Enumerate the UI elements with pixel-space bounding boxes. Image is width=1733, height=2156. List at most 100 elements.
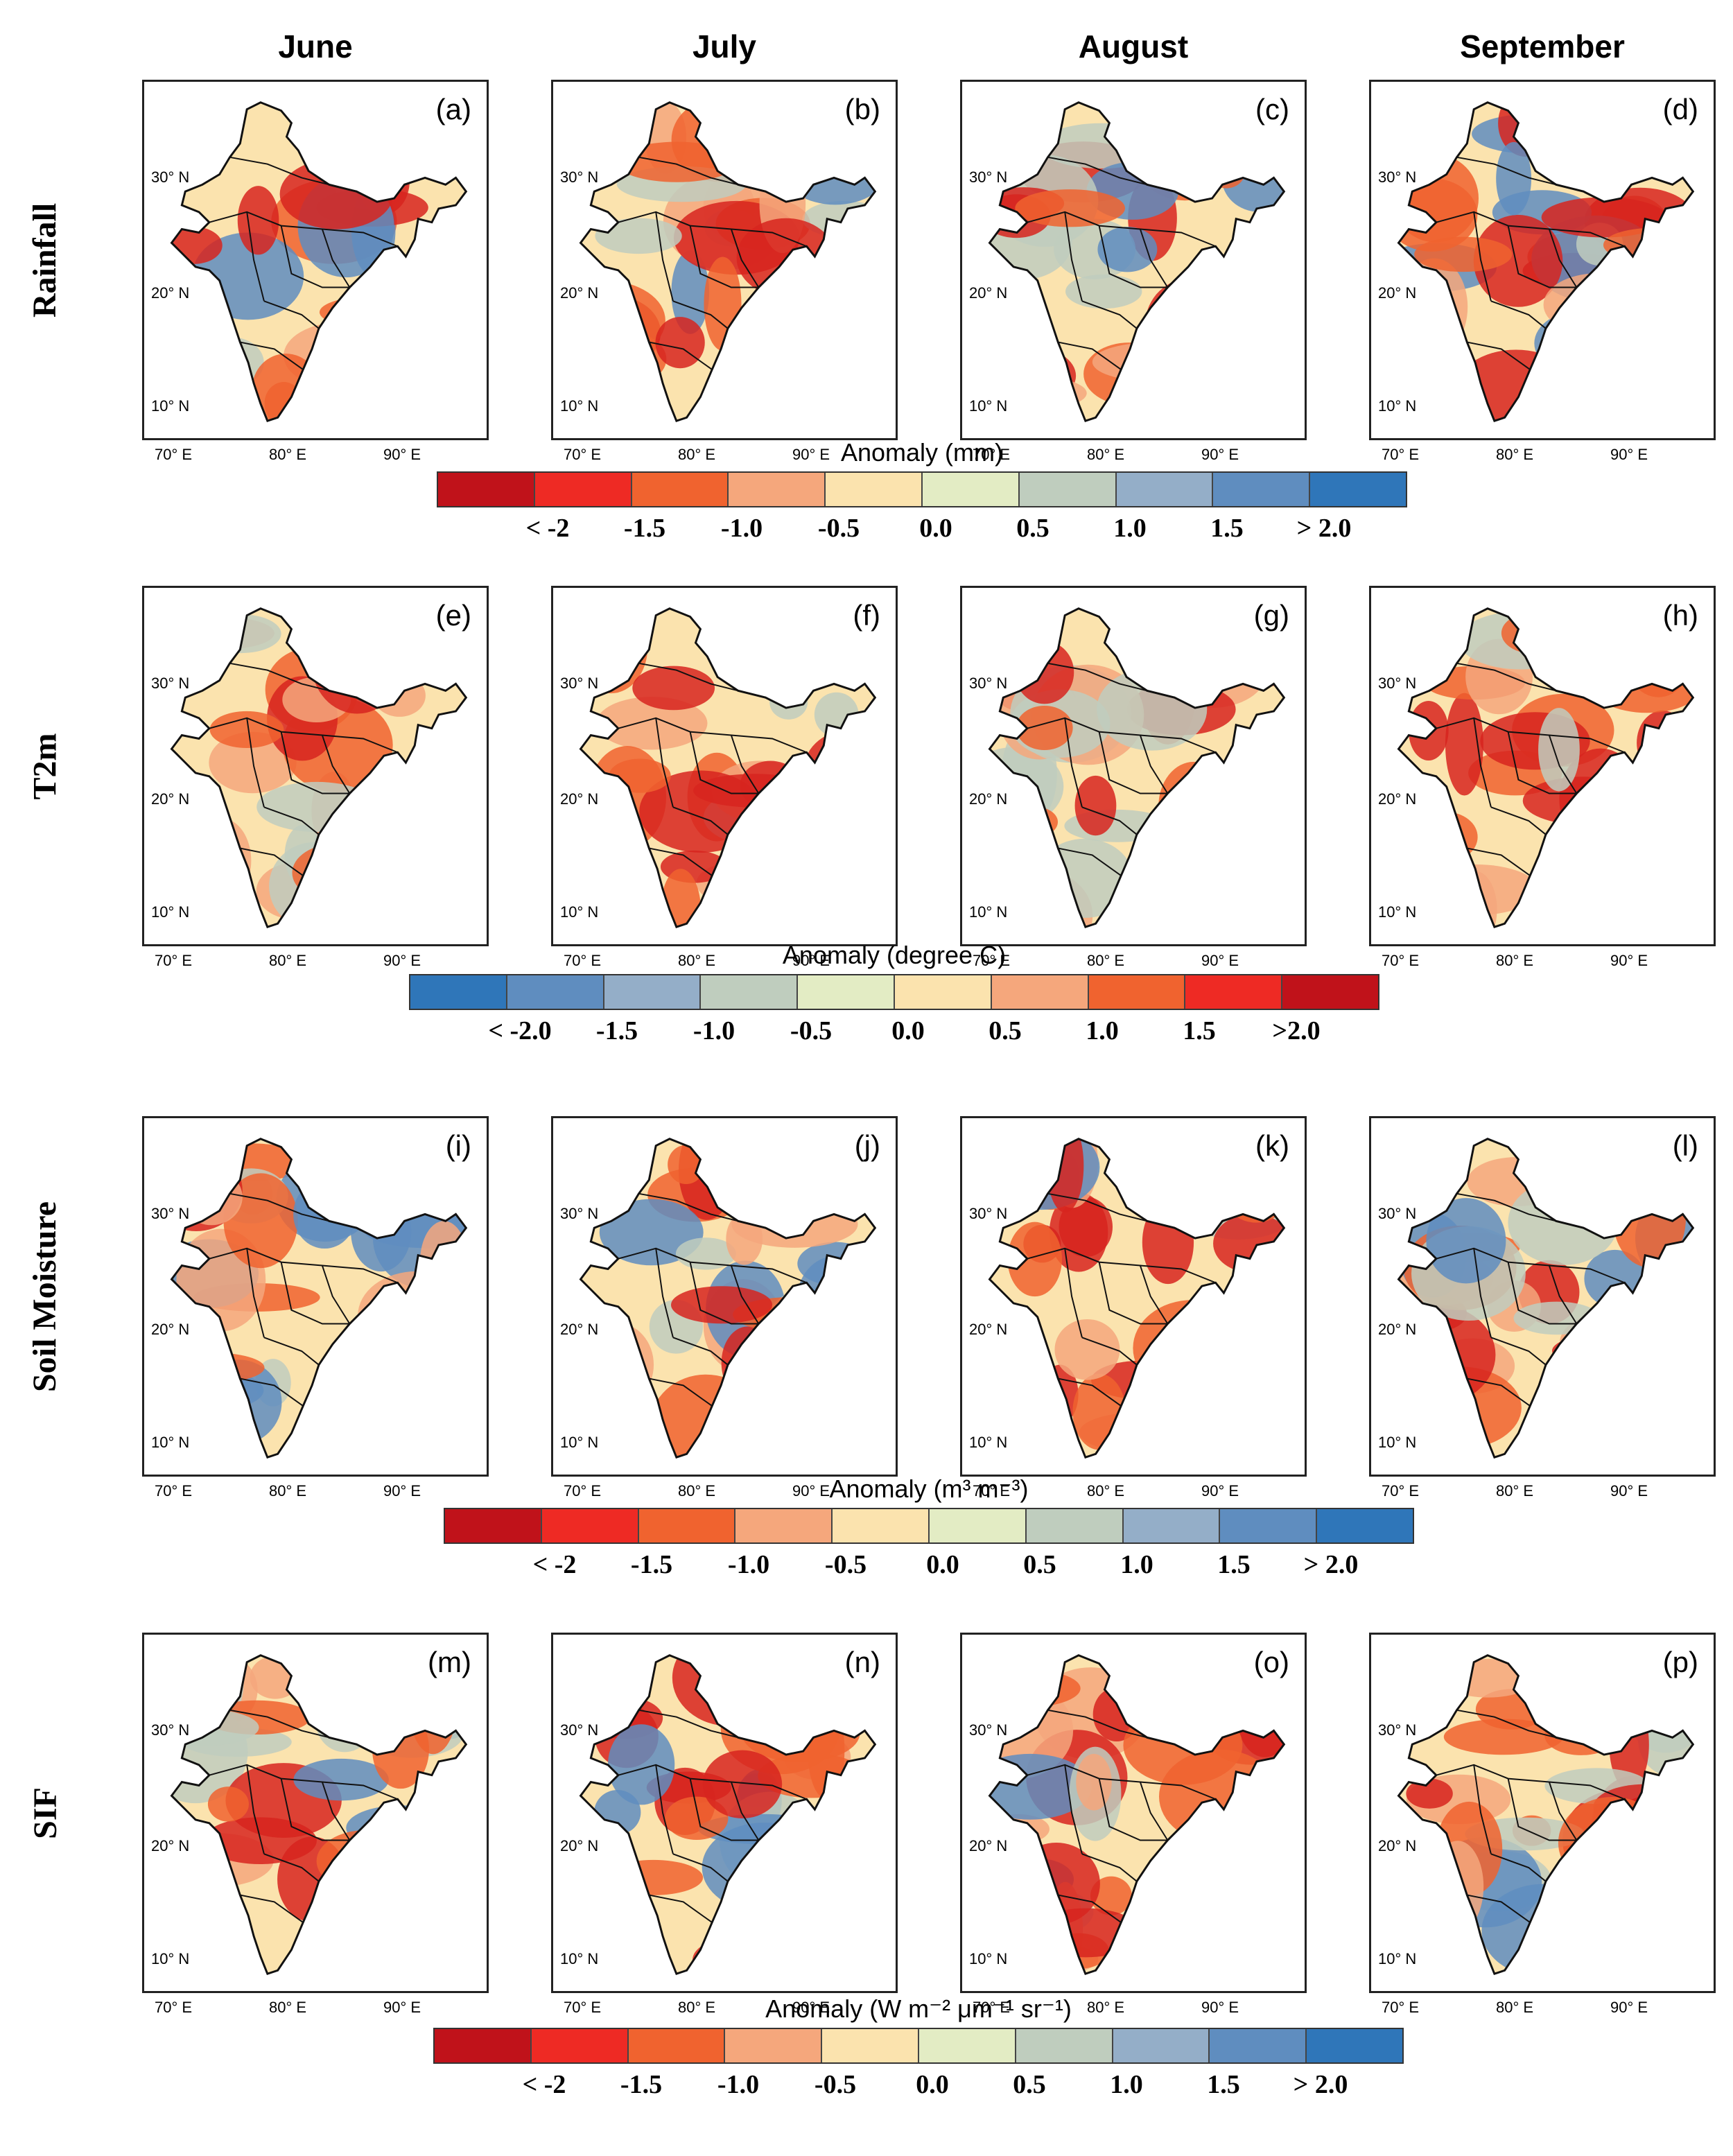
- india-map: [579, 607, 877, 929]
- colorbar-tick-label: 0.0: [916, 2070, 949, 2099]
- state-boundary: [263, 1853, 320, 1882]
- anomaly-patch: [1192, 279, 1235, 345]
- state-boundary: [618, 717, 807, 754]
- india-map: [988, 101, 1286, 423]
- y-tick-label: 30° N: [969, 675, 1008, 692]
- x-axis: 70° E 80° E 90° E: [142, 952, 489, 973]
- x-tick-label: 80° E: [1086, 1482, 1125, 1499]
- y-tick-label: 30° N: [969, 168, 1008, 186]
- anomaly-patch: [1580, 1383, 1640, 1458]
- y-tick-label: 20° N: [1378, 1321, 1417, 1338]
- anomaly-patch: [343, 1893, 452, 1927]
- anomaly-patch: [1454, 349, 1578, 421]
- colorbar-tick-label: > 2.0: [1296, 514, 1352, 543]
- anomaly-patch: [702, 1750, 783, 1818]
- country-outline: [988, 607, 1286, 929]
- state-boundary: [1548, 1782, 1578, 1841]
- panel-tag: (h): [1662, 599, 1698, 632]
- india-map: [1397, 1138, 1695, 1459]
- row-label-3: SIF: [14, 1709, 76, 1917]
- state-boundary: [209, 211, 398, 247]
- colorbar-tick-label: -1.5: [630, 1550, 673, 1579]
- india-map: [170, 101, 468, 423]
- country-outline: [170, 1654, 468, 1976]
- y-tick-label: 20° N: [151, 284, 190, 302]
- anomaly-patch: [808, 1701, 845, 1799]
- colorbar-swatch: [1213, 473, 1311, 506]
- state-boundary: [1456, 662, 1556, 692]
- x-tick-label: 90° E: [1610, 446, 1648, 463]
- anomaly-patch: [1635, 1276, 1693, 1352]
- state-boundary: [1548, 735, 1578, 794]
- country-outline: [1397, 607, 1695, 929]
- x-tick-label: 90° E: [1201, 952, 1239, 969]
- anomaly-patch: [1065, 274, 1142, 309]
- state-boundary: [1456, 156, 1556, 186]
- x-tick-label: 80° E: [268, 1999, 307, 2016]
- state-boundary: [649, 1377, 713, 1407]
- colorbar-swatch: [1185, 975, 1283, 1009]
- row-label-1: T2m: [14, 662, 76, 870]
- x-tick-label: 90° E: [383, 1482, 421, 1499]
- anomaly-patch: [171, 1890, 244, 1929]
- anomaly-patch: [1016, 705, 1073, 751]
- anomaly-patch: [338, 1859, 467, 1953]
- colorbar-tick-label: 1.5: [1217, 1550, 1251, 1579]
- y-tick-label: 20° N: [151, 790, 190, 808]
- panel-tag: (d): [1662, 93, 1698, 125]
- map-panel: (e) 30° N 20° N 10° N: [142, 586, 489, 946]
- state-boundary: [229, 662, 329, 692]
- anomaly-patch: [660, 869, 702, 928]
- state-boundary: [1490, 300, 1547, 329]
- colorbar-swatch: [991, 975, 1089, 1009]
- anomaly-patch: [424, 820, 467, 895]
- anomaly-patch: [1409, 701, 1449, 761]
- x-tick-label: 90° E: [792, 446, 830, 463]
- state-boundary: [730, 1782, 760, 1841]
- anomaly-patch: [1452, 871, 1497, 928]
- state-boundary: [280, 1262, 350, 1325]
- panel-tag: (c): [1255, 93, 1289, 125]
- anomaly-patch: [1626, 1346, 1693, 1401]
- anomaly-patch: [1632, 792, 1693, 872]
- state-boundary: [1473, 718, 1492, 808]
- x-tick-label: 80° E: [1086, 1999, 1125, 2016]
- x-tick-label: 70° E: [1381, 952, 1420, 969]
- country-outline: [579, 1138, 877, 1459]
- colorbar-swatch: [922, 473, 1020, 506]
- anomaly-patch: [1496, 141, 1532, 216]
- country-outline: [988, 1138, 1286, 1459]
- column-header-2: August: [1078, 28, 1189, 64]
- anomaly-patch: [1222, 1333, 1284, 1383]
- anomaly-patch: [1059, 1197, 1113, 1258]
- x-tick-label: 70° E: [972, 952, 1011, 969]
- state-boundary: [280, 225, 350, 288]
- anomaly-patch: [1186, 366, 1246, 396]
- state-boundary: [1098, 225, 1168, 288]
- anomaly-patch: [356, 1868, 423, 1933]
- anomaly-patch: [1036, 838, 1133, 919]
- state-boundary: [1139, 229, 1169, 288]
- anomaly-patch: [420, 1221, 467, 1302]
- anomaly-patch: [1152, 131, 1208, 193]
- state-boundary: [1507, 731, 1577, 794]
- anomaly-patch: [604, 1859, 704, 1895]
- anomaly-patch: [1008, 806, 1059, 838]
- anomaly-patch: [279, 159, 394, 229]
- state-boundary: [1456, 1709, 1556, 1739]
- anomaly-patch: [284, 322, 401, 390]
- anomaly-patch: [1544, 815, 1667, 909]
- colorbar-tick-label: -0.5: [817, 514, 860, 543]
- state-boundary: [1548, 1265, 1578, 1325]
- map-panel: (m) 30° N 20° N 10° N: [142, 1633, 489, 1993]
- anomaly-patch: [1186, 867, 1242, 916]
- x-tick-label: 70° E: [563, 1482, 602, 1499]
- colorbar-tick-label: < -2: [525, 514, 570, 543]
- x-tick-label: 70° E: [972, 1482, 1011, 1499]
- map-panel: (l) 30° N 20° N 10° N: [1369, 1116, 1716, 1477]
- state-boundary: [730, 1265, 760, 1325]
- y-tick-label: 30° N: [1378, 168, 1417, 186]
- state-boundary: [649, 1894, 713, 1923]
- y-tick-label: 10° N: [560, 397, 599, 415]
- y-tick-label: 10° N: [151, 1950, 190, 1967]
